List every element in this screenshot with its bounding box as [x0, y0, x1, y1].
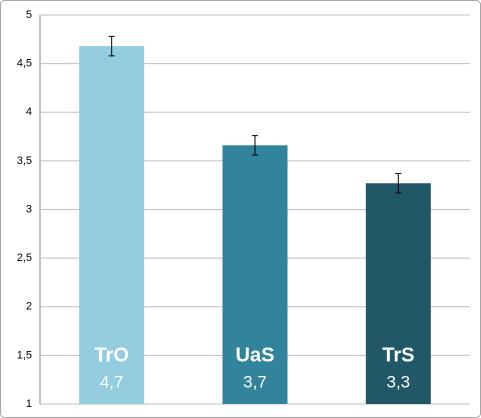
- value-label: 3,7: [243, 372, 267, 391]
- error-bar: [252, 135, 258, 156]
- bar: [222, 145, 288, 404]
- y-tick-label: 5: [26, 9, 32, 21]
- y-tick-label: 2: [26, 301, 32, 313]
- y-tick-label: 3: [26, 203, 32, 215]
- y-tick-label: 1,5: [17, 349, 32, 361]
- y-tick-label: 1: [26, 398, 32, 410]
- y-tick-label: 3,5: [17, 155, 32, 167]
- value-label: 4,7: [100, 372, 124, 391]
- category-label: TrO: [94, 344, 128, 366]
- error-bar: [108, 35, 115, 57]
- category-label: UaS: [236, 344, 275, 366]
- y-tick-label: 2,5: [17, 252, 32, 264]
- y-tick-label: 4: [26, 106, 32, 118]
- bar: [365, 183, 431, 404]
- y-tick-label: 4,5: [17, 58, 32, 70]
- value-label: 3,3: [387, 372, 411, 391]
- bar: [79, 46, 145, 405]
- error-bar: [395, 173, 402, 194]
- category-label: TrS: [382, 344, 414, 366]
